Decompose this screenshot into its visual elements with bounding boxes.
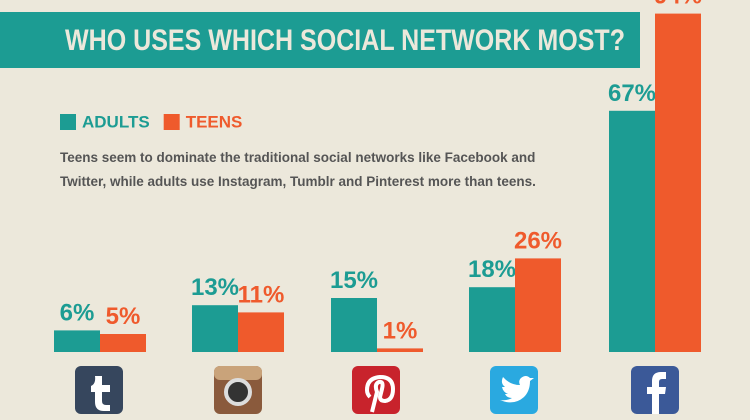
legend: ADULTS TEENS: [60, 112, 242, 131]
icons: [75, 366, 679, 414]
bar: [655, 13, 701, 352]
value-label: 18%: [468, 256, 516, 283]
description: Teens seem to dominate the traditional s…: [60, 150, 535, 165]
bar: [469, 287, 515, 352]
legend-swatch: [163, 114, 180, 130]
value-label: 15%: [330, 267, 378, 294]
twitter-icon: [490, 366, 538, 414]
legend-label: ADULTS: [82, 112, 150, 131]
value-label: 26%: [514, 227, 562, 254]
value-label: 94%: [654, 0, 702, 10]
bar: [609, 110, 655, 352]
facebook-icon: [631, 366, 679, 414]
bar: [54, 330, 100, 352]
title-band: [0, 12, 640, 68]
tumblr-icon: [75, 366, 123, 414]
chart-title: WHO USES WHICH SOCIAL NETWORK MOST?: [65, 24, 625, 57]
bars: 6% 5% 13%11% 15%1% 18%26% 67% 94%: [54, 0, 702, 352]
legend-label: TEENS: [186, 112, 243, 131]
value-label: 6%: [60, 299, 95, 326]
description: Twitter, while adults use Instagram, Tum…: [60, 174, 536, 189]
bar: [331, 298, 377, 352]
value-label: 1%: [383, 317, 418, 344]
bar: [515, 258, 561, 352]
instagram-icon: [214, 366, 262, 414]
bar: [238, 312, 284, 352]
value-label: 11%: [238, 281, 285, 308]
value-label: 5%: [106, 303, 141, 330]
value-label: 67%: [608, 80, 656, 107]
bar: [377, 348, 423, 352]
pinterest-icon: [352, 366, 400, 414]
legend-swatch: [60, 114, 76, 130]
bar: [100, 334, 146, 352]
value-label: 13%: [191, 274, 239, 301]
bar: [192, 305, 238, 352]
